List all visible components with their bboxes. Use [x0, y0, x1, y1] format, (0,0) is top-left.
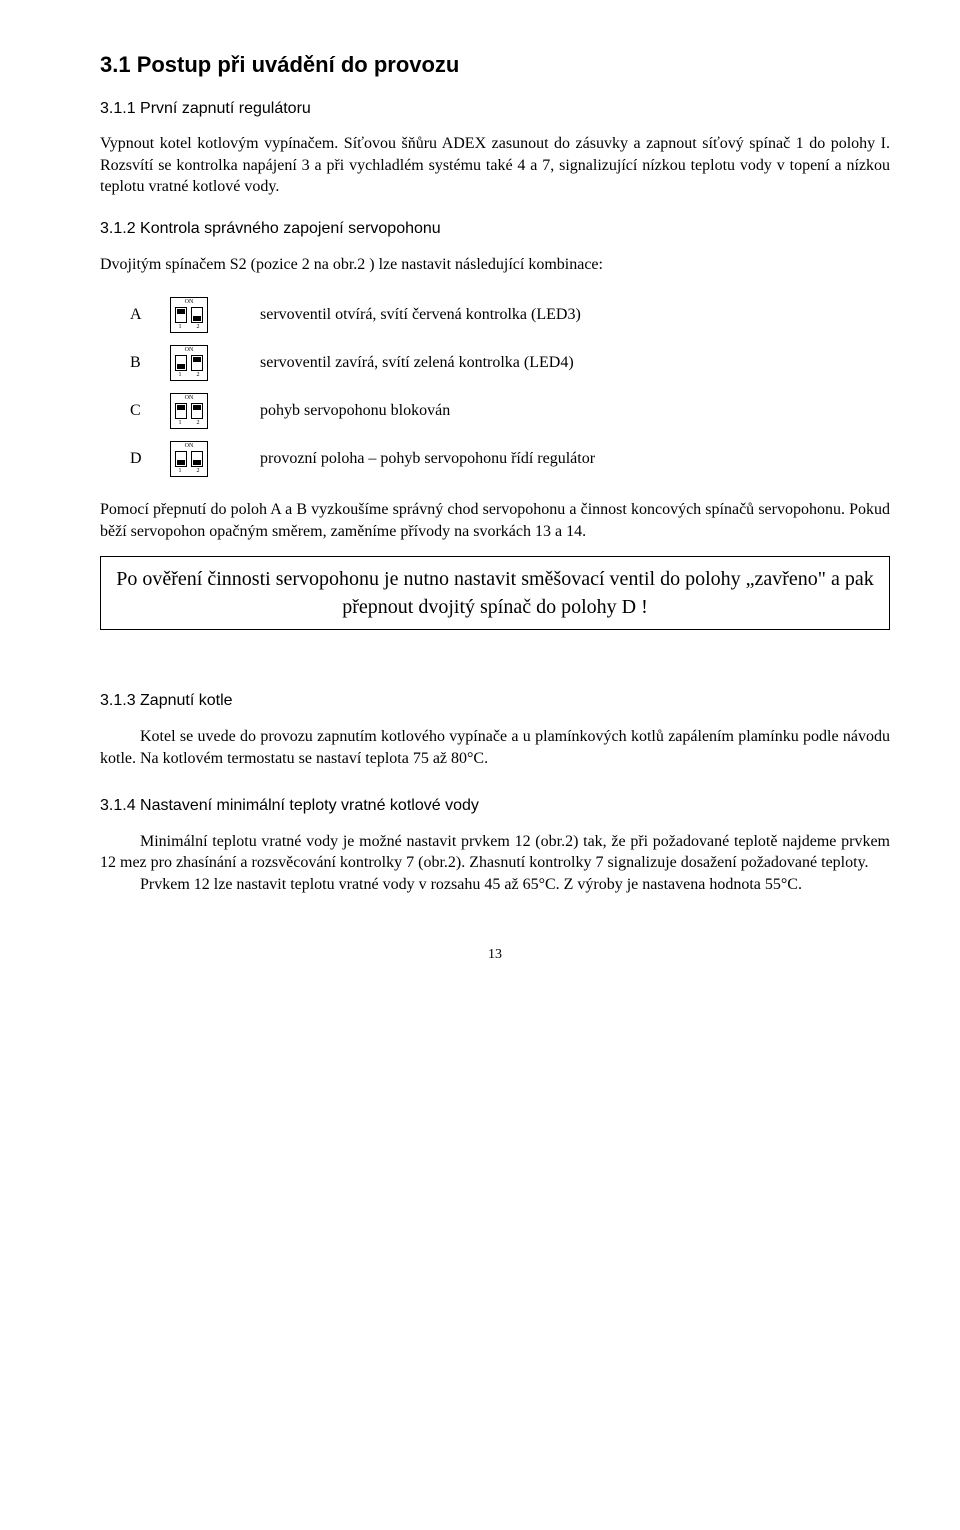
- page-number: 13: [100, 946, 890, 965]
- dip-switch-row: BON12servoventil zavírá, svítí zelená ko…: [130, 345, 890, 381]
- dip-switch-letter: C: [130, 400, 170, 422]
- heading-3-1: 3.1 Postup při uvádění do provozu: [100, 50, 890, 80]
- heading-3-1-3: 3.1.3 Zapnutí kotle: [100, 690, 890, 712]
- dip-switch-letter: A: [130, 304, 170, 326]
- dip-switch-desc: provozní poloha – pohyb servopohonu řídí…: [260, 448, 595, 470]
- dip-switch-desc: servoventil otvírá, svítí červená kontro…: [260, 304, 581, 326]
- dip-switch-desc: servoventil zavírá, svítí zelená kontrol…: [260, 352, 574, 374]
- dip-switch-icon: ON12: [170, 345, 260, 381]
- paragraph: Dvojitým spínačem S2 (pozice 2 na obr.2 …: [100, 254, 890, 276]
- paragraph: Kotel se uvede do provozu zapnutím kotlo…: [100, 726, 890, 769]
- note-box: Po ověření činnosti servopohonu je nutno…: [100, 556, 890, 630]
- dip-switch-row: DON12provozní poloha – pohyb servopohonu…: [130, 441, 890, 477]
- dip-switch-letter: D: [130, 448, 170, 470]
- dip-switch-table: AON12servoventil otvírá, svítí červená k…: [130, 297, 890, 477]
- paragraph: Vypnout kotel kotlovým vypínačem. Síťovo…: [100, 133, 890, 198]
- dip-switch-desc: pohyb servopohonu blokován: [260, 400, 450, 422]
- dip-switch-icon: ON12: [170, 441, 260, 477]
- heading-3-1-1: 3.1.1 První zapnutí regulátoru: [100, 98, 890, 120]
- dip-switch-row: AON12servoventil otvírá, svítí červená k…: [130, 297, 890, 333]
- dip-switch-icon: ON12: [170, 297, 260, 333]
- dip-switch-icon: ON12: [170, 393, 260, 429]
- paragraph: Prvkem 12 lze nastavit teplotu vratné vo…: [100, 874, 890, 896]
- paragraph: Pomocí přepnutí do poloh A a B vyzkouším…: [100, 499, 890, 542]
- heading-3-1-2: 3.1.2 Kontrola správného zapojení servop…: [100, 218, 890, 240]
- dip-switch-row: CON12pohyb servopohonu blokován: [130, 393, 890, 429]
- dip-switch-letter: B: [130, 352, 170, 374]
- heading-3-1-4: 3.1.4 Nastavení minimální teploty vratné…: [100, 795, 890, 817]
- paragraph: Minimální teplotu vratné vody je možné n…: [100, 831, 890, 874]
